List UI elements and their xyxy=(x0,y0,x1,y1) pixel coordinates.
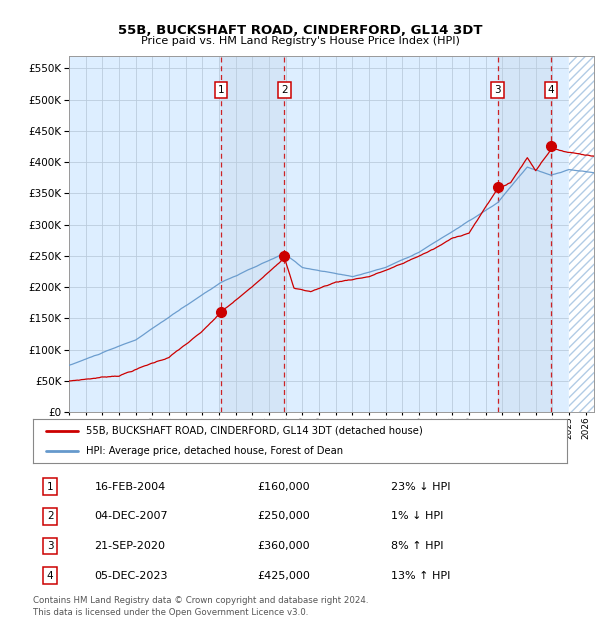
Text: 4: 4 xyxy=(47,571,53,581)
Bar xyxy=(569,56,594,412)
Text: 2: 2 xyxy=(47,512,53,521)
Bar xyxy=(569,56,594,412)
Text: 8% ↑ HPI: 8% ↑ HPI xyxy=(391,541,443,551)
Bar xyxy=(221,56,284,412)
Text: 55B, BUCKSHAFT ROAD, CINDERFORD, GL14 3DT (detached house): 55B, BUCKSHAFT ROAD, CINDERFORD, GL14 3D… xyxy=(86,425,423,436)
Text: 23% ↓ HPI: 23% ↓ HPI xyxy=(391,482,450,492)
Text: 2: 2 xyxy=(281,85,287,95)
Text: Price paid vs. HM Land Registry's House Price Index (HPI): Price paid vs. HM Land Registry's House … xyxy=(140,36,460,46)
Text: 21-SEP-2020: 21-SEP-2020 xyxy=(94,541,166,551)
Text: Contains HM Land Registry data © Crown copyright and database right 2024.: Contains HM Land Registry data © Crown c… xyxy=(33,596,368,606)
Text: 16-FEB-2004: 16-FEB-2004 xyxy=(94,482,166,492)
Text: 1: 1 xyxy=(218,85,224,95)
Text: 04-DEC-2007: 04-DEC-2007 xyxy=(94,512,168,521)
Bar xyxy=(497,56,551,412)
Text: £250,000: £250,000 xyxy=(257,512,310,521)
Text: 1% ↓ HPI: 1% ↓ HPI xyxy=(391,512,443,521)
Text: 3: 3 xyxy=(47,541,53,551)
Text: 4: 4 xyxy=(548,85,554,95)
Text: 3: 3 xyxy=(494,85,501,95)
Text: £360,000: £360,000 xyxy=(257,541,310,551)
Text: HPI: Average price, detached house, Forest of Dean: HPI: Average price, detached house, Fore… xyxy=(86,446,344,456)
Text: 55B, BUCKSHAFT ROAD, CINDERFORD, GL14 3DT: 55B, BUCKSHAFT ROAD, CINDERFORD, GL14 3D… xyxy=(118,24,482,37)
Text: This data is licensed under the Open Government Licence v3.0.: This data is licensed under the Open Gov… xyxy=(33,608,308,617)
Text: 05-DEC-2023: 05-DEC-2023 xyxy=(94,571,168,581)
Text: £425,000: £425,000 xyxy=(257,571,310,581)
Text: £160,000: £160,000 xyxy=(257,482,310,492)
Text: 1: 1 xyxy=(47,482,53,492)
Text: 13% ↑ HPI: 13% ↑ HPI xyxy=(391,571,450,581)
